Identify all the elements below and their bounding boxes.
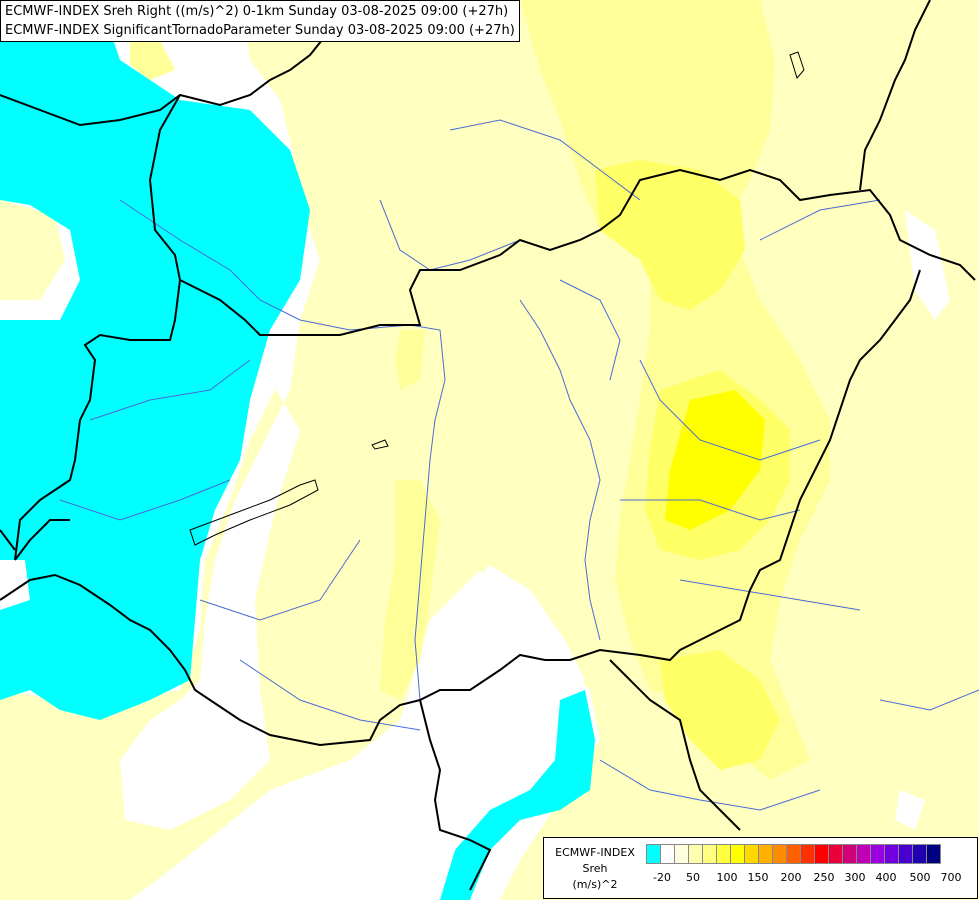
legend-swatch	[646, 844, 661, 864]
legend-swatch	[744, 844, 759, 864]
legend-swatch	[702, 844, 717, 864]
legend-tick-label: -20	[653, 871, 671, 884]
legend-ticks: -20 50 100 150 200 250 300 400 500 700	[646, 871, 976, 887]
color-legend: ECMWF-INDEX Sreh (m/s)^2 -20 50 100 150 200 2…	[543, 837, 978, 899]
legend-tick-label: 50	[686, 871, 700, 884]
legend-swatch	[730, 844, 745, 864]
title-line-stp: ECMWF-INDEX SignificantTornadoParameter …	[5, 23, 515, 38]
legend-title: ECMWF-INDEX	[555, 846, 635, 859]
legend-tick-label: 250	[813, 871, 835, 884]
sreh-light-yellow-west	[0, 200, 65, 300]
sreh-cyan-west	[0, 0, 310, 720]
sreh-yellow-central-strip-n	[395, 330, 425, 390]
legend-swatch	[688, 844, 703, 864]
legend-tick-label: 400	[875, 871, 897, 884]
legend-swatch	[926, 844, 941, 864]
lake-balaton	[189, 479, 319, 546]
legend-swatch	[716, 844, 731, 864]
legend-swatches	[646, 844, 941, 864]
title-line-sreh: ECMWF-INDEX Sreh Right ((m/s)^2) 0-1km S…	[5, 4, 509, 19]
sreh-yellow-central-strip	[380, 480, 440, 700]
legend-tick-label: 150	[747, 871, 769, 884]
rivers	[59, 119, 979, 811]
lake-north	[789, 51, 805, 80]
legend-swatch	[870, 844, 885, 864]
legend-tick-label: 500	[909, 871, 931, 884]
legend-swatch	[800, 844, 815, 864]
legend-swatch	[828, 844, 843, 864]
legend-param: Sreh	[582, 862, 608, 875]
sreh-white-east	[905, 210, 950, 320]
sreh-yellow-north-west	[130, 40, 175, 80]
legend-swatch	[786, 844, 801, 864]
legend-tick-label: 700	[940, 871, 962, 884]
legend-swatch	[758, 844, 773, 864]
sreh-light-yellow-southwest	[0, 740, 60, 830]
legend-swatch	[772, 844, 787, 864]
legend-tick-label: 300	[844, 871, 866, 884]
sreh-yellow-southeast	[660, 650, 780, 770]
legend-unit: (m/s)^2	[572, 878, 618, 891]
sreh-white-southeast	[895, 790, 925, 830]
legend-swatch	[898, 844, 913, 864]
sreh-yellow-core	[595, 160, 745, 310]
legend-swatch	[884, 844, 899, 864]
legend-tick-label: 100	[716, 871, 738, 884]
legend-swatch	[814, 844, 829, 864]
sreh-cyan-south	[440, 690, 595, 900]
legend-tick-label: 200	[780, 871, 802, 884]
sreh-cyan-southwest-patch	[0, 560, 30, 610]
legend-swatch	[842, 844, 857, 864]
sreh-white-center-west	[120, 320, 300, 830]
map-title-box: ECMWF-INDEX Sreh Right ((m/s)^2) 0-1km S…	[0, 0, 520, 42]
lake-small-center	[371, 439, 389, 450]
legend-swatch	[660, 844, 675, 864]
sreh-yellow-peak	[665, 390, 765, 530]
legend-swatch	[674, 844, 689, 864]
legend-swatch	[856, 844, 871, 864]
sreh-white-central-south	[455, 565, 585, 700]
legend-swatch	[912, 844, 927, 864]
